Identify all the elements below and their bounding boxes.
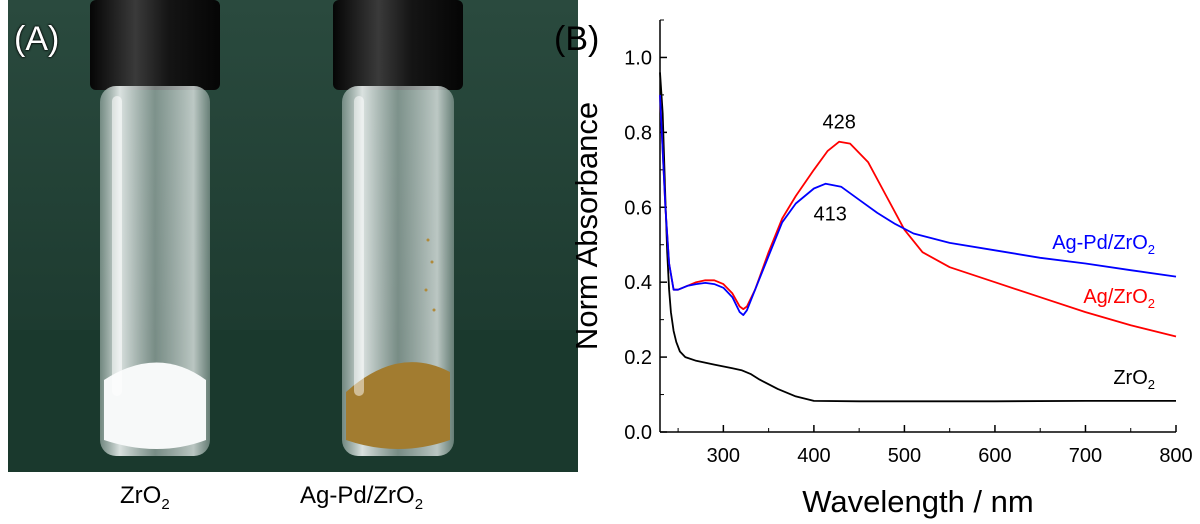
x-tick-label: 500 — [888, 445, 921, 467]
powder-speck — [430, 260, 434, 264]
series-line-zro2 — [659, 72, 1176, 403]
vial-cap — [90, 0, 220, 90]
vial-caption-zro2: ZrO2 — [120, 482, 170, 513]
powder-speck — [424, 288, 428, 292]
x-tick-label: 800 — [1159, 445, 1192, 467]
y-tick-label: 0.0 — [624, 422, 652, 444]
panel-a-label: (A) — [14, 20, 60, 58]
vial-ag-pd-zro2 — [333, 0, 463, 456]
vial-caption-ag-pd-zro2: Ag-Pd/ZrO2 — [300, 482, 424, 513]
white-powder — [104, 362, 206, 449]
series-label-ag-zro2: Ag/ZrO2 — [1083, 286, 1155, 311]
y-tick-label: 0.6 — [624, 197, 652, 219]
peak-annotation-413: 413 — [814, 203, 847, 225]
y-tick-label: 0.4 — [624, 272, 652, 294]
vial-glass — [100, 86, 210, 456]
brown-powder — [346, 362, 450, 449]
vial-zro2 — [90, 0, 220, 456]
x-tick-label: 600 — [978, 445, 1011, 467]
panel-b-label: (B) — [554, 20, 600, 58]
series-label-zro2: ZrO2 — [1113, 367, 1155, 392]
x-axis-title: Wavelength / nm — [802, 484, 1033, 519]
y-tick-label: 0.2 — [624, 347, 652, 369]
series-line-ag-pd-zro2 — [659, 94, 1177, 316]
vial-highlight — [354, 96, 364, 396]
vial-highlight — [112, 96, 122, 396]
chart-series — [659, 72, 1177, 403]
x-tick-label: 400 — [797, 445, 830, 467]
y-tick-label: 1.0 — [624, 47, 652, 69]
series-label-ag-pd-zro2: Ag-Pd/ZrO2 — [1052, 232, 1155, 257]
powder-speck — [426, 238, 430, 242]
chart-axes: 0.0 0.2 0.4 0.6 0.8 1.0 300 400 500 600 700 800 Wave… — [569, 19, 1193, 519]
x-tick-label: 300 — [707, 445, 740, 467]
vial-photo — [8, 0, 578, 472]
x-tick-label: 700 — [1069, 445, 1102, 467]
y-axis-title: Norm Absorbance — [569, 102, 604, 350]
y-tick-label: 0.8 — [624, 122, 652, 144]
powder-speck — [432, 308, 436, 312]
vial-cap — [333, 0, 463, 90]
chart-labels: ZrO2 Ag/ZrO2 Ag-Pd/ZrO2 428 413 — [814, 112, 1155, 392]
peak-annotation-428: 428 — [823, 112, 856, 134]
